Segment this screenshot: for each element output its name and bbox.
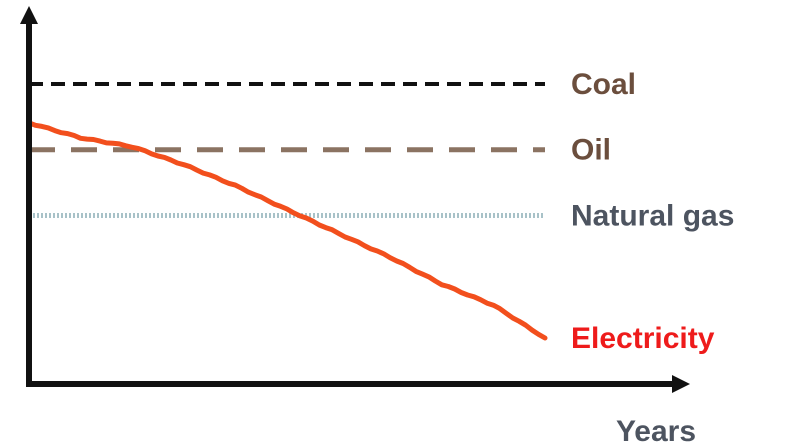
- series-layer: [26, 82, 548, 341]
- axes-layer: [20, 6, 690, 393]
- series-label-natural-gas: Natural gas: [571, 199, 734, 232]
- y-axis-arrow-icon: [20, 6, 38, 24]
- series-label-oil: Oil: [571, 134, 611, 167]
- series-label-electricity: Electricity: [571, 322, 715, 355]
- x-axis-arrow-icon: [672, 375, 690, 393]
- series-electricity: [26, 120, 548, 341]
- series-line-electricity: [26, 120, 548, 341]
- x-axis-label: Years: [616, 415, 696, 448]
- label-layer: Coal Oil Natural gas Electricity: [571, 68, 734, 355]
- series-label-coal: Coal: [571, 68, 636, 101]
